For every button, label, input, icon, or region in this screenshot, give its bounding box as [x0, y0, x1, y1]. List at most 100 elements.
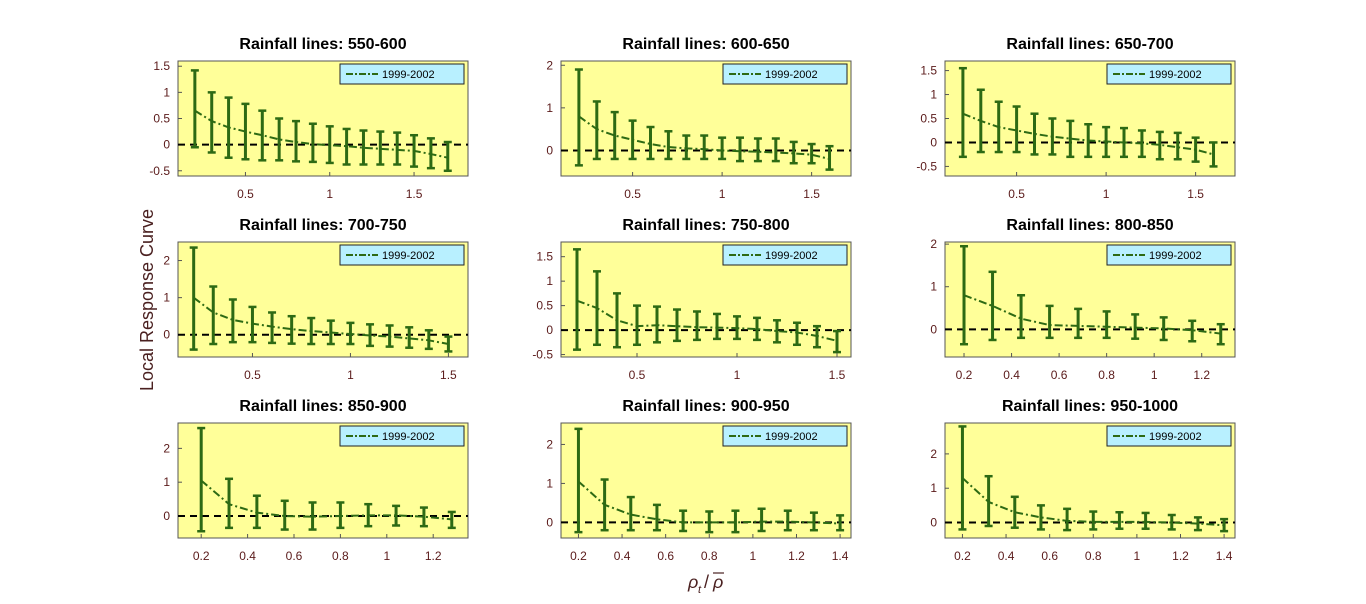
- data-point: [450, 518, 453, 521]
- y-tick-label: 2: [546, 58, 553, 72]
- data-point: [613, 134, 616, 137]
- data-point: [756, 328, 758, 330]
- x-tick-label: 0.8: [1085, 549, 1102, 563]
- data-point: [1020, 317, 1022, 320]
- data-point: [1123, 141, 1125, 144]
- legend-label: 1999-2002: [382, 431, 435, 443]
- legend: 1999-2002: [339, 425, 465, 447]
- y-tick-label: 0: [930, 322, 937, 336]
- x-tick-label: 1: [326, 187, 333, 201]
- x-tick-label: 0.4: [614, 549, 631, 563]
- data-point: [708, 521, 711, 524]
- x-axis-label-rho-bar: ρ: [712, 572, 723, 592]
- data-point: [649, 143, 652, 145]
- data-point: [328, 144, 331, 146]
- legend-label: 1999-2002: [1149, 431, 1202, 443]
- x-axis-label-rho: ρ: [687, 572, 698, 592]
- legend-box: [339, 425, 465, 447]
- data-point: [775, 151, 777, 154]
- data-point: [1176, 146, 1179, 149]
- x-tick-label: 0.5: [244, 368, 261, 382]
- legend: 1999-2002: [722, 63, 848, 85]
- panel-title: Rainfall lines: 700-750: [239, 217, 406, 234]
- data-point: [1033, 133, 1036, 135]
- legend-label: 1999-2002: [1149, 69, 1202, 81]
- y-tick-label: 0: [930, 135, 937, 149]
- data-point: [1040, 516, 1042, 519]
- data-point: [1051, 135, 1054, 138]
- x-tick-label: 0.5: [624, 187, 641, 201]
- x-tick-label: 0.5: [237, 187, 254, 201]
- data-point: [311, 515, 314, 518]
- x-tick-label: 0.8: [701, 549, 718, 563]
- data-point: [656, 518, 658, 521]
- data-point: [232, 319, 234, 321]
- data-point: [367, 514, 370, 517]
- data-point: [1066, 520, 1068, 522]
- y-axis-label: Local Response Curve: [137, 209, 157, 391]
- data-point: [447, 343, 450, 345]
- data-point: [596, 128, 598, 130]
- data-point: [736, 327, 738, 329]
- x-tick-label: 0.6: [657, 549, 674, 563]
- data-point: [636, 325, 638, 327]
- y-tick-label: 1: [930, 88, 937, 102]
- x-tick-label: 0.2: [956, 368, 973, 382]
- data-point: [1118, 521, 1121, 523]
- legend: 1999-2002: [722, 425, 848, 447]
- y-tick-label: 2: [163, 441, 170, 455]
- data-point: [1162, 327, 1165, 330]
- panel-700-750: Rainfall lines: 700-750 0 1 2 0.5 1 1.5 1999-20…: [163, 217, 469, 382]
- x-tick-label: 0.2: [570, 549, 587, 563]
- series-line: [194, 109, 448, 159]
- data-point: [577, 480, 580, 483]
- data-point: [576, 299, 578, 302]
- x-tick-label: 1: [719, 187, 726, 201]
- y-tick-label: 0: [546, 515, 553, 529]
- data-point: [413, 150, 415, 152]
- panel-title: Rainfall lines: 900-950: [622, 398, 789, 415]
- data-point: [757, 150, 759, 153]
- data-point: [1087, 139, 1090, 142]
- y-tick-label: 2: [546, 437, 553, 451]
- data-point: [839, 522, 841, 525]
- data-point: [603, 504, 606, 506]
- data-point: [192, 296, 195, 299]
- x-tick-label: 1.5: [1187, 187, 1204, 201]
- x-tick-label: 1.5: [406, 187, 423, 201]
- series-line: [576, 299, 838, 342]
- data-point: [212, 311, 215, 314]
- y-tick-label: 2: [930, 237, 937, 251]
- legend: 1999-2002: [1106, 63, 1232, 85]
- x-tick-label: 0.6: [1041, 549, 1058, 563]
- data-point: [261, 134, 264, 137]
- x-tick-label: 0.8: [1098, 368, 1115, 382]
- data-point: [1223, 524, 1225, 527]
- data-point: [388, 335, 391, 338]
- legend-label: 1999-2002: [382, 69, 435, 81]
- data-point: [395, 514, 397, 517]
- data-point: [1092, 521, 1095, 523]
- x-tick-label: 1.5: [803, 187, 820, 201]
- x-tick-label: 1: [734, 368, 741, 382]
- y-tick-label: 0: [163, 328, 170, 342]
- x-tick-label: 1.4: [1216, 549, 1233, 563]
- panel-650-700: Rainfall lines: 650-700 -0.5 0 0.5 1 1.5 0.5 1 1…: [916, 36, 1236, 201]
- x-tick-label: 1: [383, 549, 390, 563]
- panel-850-900: Rainfall lines: 850-900 0 1 2 0.2 0.4 0.6 0.8 1 1…: [163, 398, 469, 563]
- y-tick-label: 1: [163, 85, 170, 99]
- panel-title: Rainfall lines: 550-600: [239, 36, 406, 53]
- legend-box: [339, 244, 465, 266]
- x-tick-label: 0.4: [239, 549, 256, 563]
- data-point: [1013, 511, 1016, 514]
- data-point: [980, 120, 982, 122]
- series-line: [963, 294, 1221, 335]
- y-tick-label: 1: [546, 101, 553, 115]
- data-point: [961, 477, 964, 479]
- data-point: [290, 328, 293, 330]
- data-point: [194, 109, 196, 112]
- data-point: [428, 339, 430, 342]
- data-point: [786, 520, 789, 523]
- data-point: [696, 326, 698, 328]
- data-point: [210, 120, 213, 122]
